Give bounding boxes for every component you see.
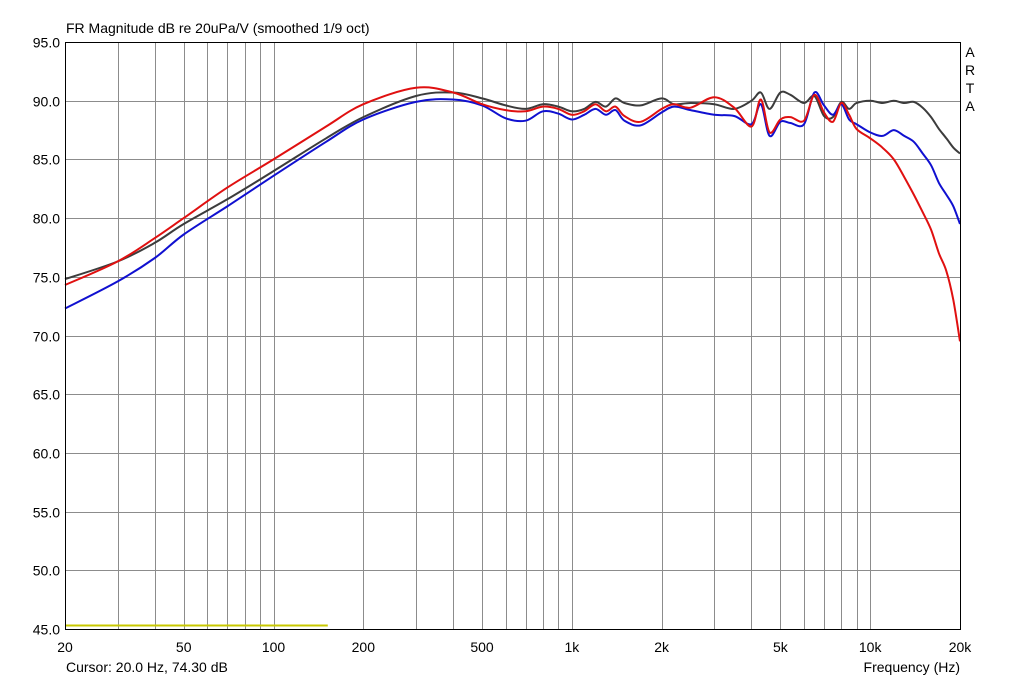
y-tick-label: 45.0 xyxy=(33,622,60,638)
watermark-letter: A xyxy=(965,98,975,114)
plot-frame[interactable] xyxy=(65,42,961,630)
x-tick-label: 2k xyxy=(654,639,670,655)
watermark-letter: R xyxy=(964,62,976,78)
y-tick-label: 55.0 xyxy=(33,505,60,521)
y-tick-label: 95.0 xyxy=(33,35,60,51)
plot-series xyxy=(64,86,961,342)
chart-title: FR Magnitude dB re 20uPa/V (smoothed 1/9… xyxy=(66,20,370,36)
x-tick-label: 200 xyxy=(352,639,376,655)
x-tick-label: 5k xyxy=(773,639,789,655)
y-tick-label: 50.0 xyxy=(33,563,60,579)
y-tick-label: 60.0 xyxy=(33,446,60,462)
grid xyxy=(65,42,960,629)
y-tick-label: 75.0 xyxy=(33,270,60,286)
x-tick-label: 100 xyxy=(262,639,286,655)
y-tick-label: 80.0 xyxy=(33,211,60,227)
series-line-2 xyxy=(64,91,961,310)
cursor-readout: Cursor: 20.0 Hz, 74.30 dB xyxy=(66,659,228,675)
y-tick-label: 85.0 xyxy=(33,152,60,168)
y-tick-label: 65.0 xyxy=(33,387,60,403)
x-axis: 20 50 100 200 500 1k 2k 5k 10k 20k xyxy=(57,639,972,655)
x-tick-label: 20 xyxy=(57,639,73,655)
arta-watermark: A R T A xyxy=(964,43,976,115)
x-tick-label: 50 xyxy=(176,639,192,655)
series-line-1 xyxy=(64,90,961,281)
x-tick-label: 1k xyxy=(564,639,580,655)
y-tick-label: 70.0 xyxy=(33,329,60,345)
y-tick-label: 90.0 xyxy=(33,94,60,110)
series-line-3 xyxy=(64,86,961,342)
x-tick-label: 10k xyxy=(859,639,883,655)
y-axis: 95.0 90.0 85.0 80.0 75.0 70.0 65.0 60.0 55.0 50.0… xyxy=(33,35,60,638)
x-axis-label: Frequency (Hz) xyxy=(863,659,960,675)
watermark-letter: T xyxy=(965,80,975,96)
x-tick-label: 500 xyxy=(470,639,494,655)
watermark-letter: A xyxy=(965,44,975,60)
x-tick-label: 20k xyxy=(949,639,973,655)
